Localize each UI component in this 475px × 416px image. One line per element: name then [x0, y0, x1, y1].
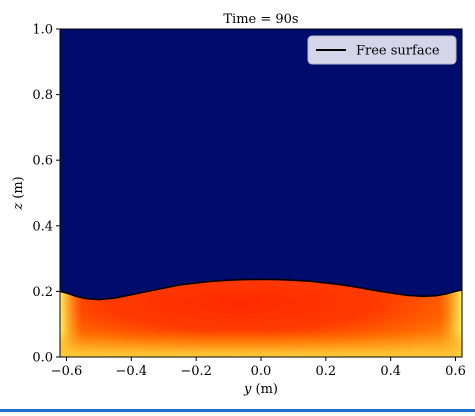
x-tick-label: 0.0 [251, 364, 272, 379]
x-tick-label: −0.6 [51, 364, 83, 379]
legend: Free surface [307, 35, 457, 65]
y-tick-label: 0.4 [32, 219, 53, 234]
bottom-rule [0, 409, 475, 412]
y-axis: 0.0 0.2 0.4 0.6 0.8 1.0 [32, 23, 60, 366]
y-tick-label: 0.6 [32, 154, 53, 169]
x-tick-label: 0.4 [380, 364, 401, 379]
y-axis-label: z (m) [11, 176, 26, 210]
legend-label-free-surface: Free surface [356, 44, 440, 59]
free-surface-line [59, 278, 463, 301]
chart-title: Time = 90s [223, 12, 298, 27]
x-tick-label: −0.2 [180, 364, 212, 379]
legend-box [307, 35, 457, 65]
y-tick-label: 0.8 [32, 88, 53, 103]
y-tick-label: 0.0 [32, 351, 53, 366]
x-axis-label: y (m) [243, 382, 278, 397]
x-tick-label: 0.6 [445, 364, 466, 379]
liquid-floor [60, 331, 462, 357]
y-tick-label: 1.0 [32, 23, 53, 38]
x-axis: −0.6 −0.4 −0.2 0.0 0.2 0.4 0.6 [51, 357, 466, 379]
x-tick-label: −0.4 [116, 364, 148, 379]
x-tick-label: 0.2 [315, 364, 336, 379]
y-tick-label: 0.2 [32, 285, 53, 300]
